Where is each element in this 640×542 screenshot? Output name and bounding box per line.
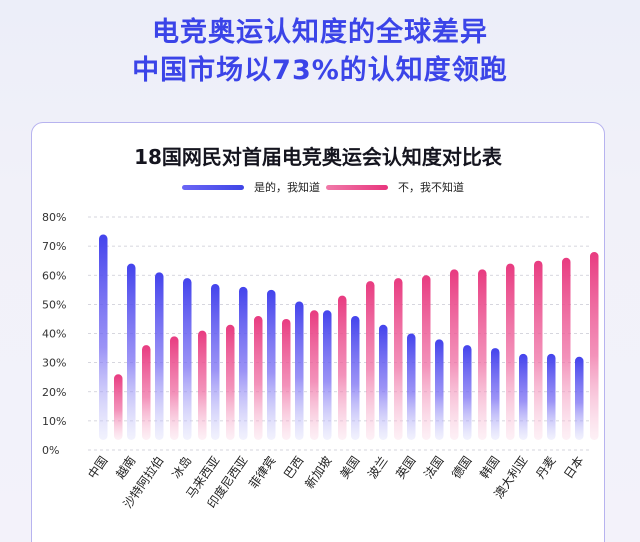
y-tick-label: 10% — [42, 415, 66, 428]
bar-yes — [211, 283, 220, 440]
bar-yes — [491, 348, 500, 440]
x-tick-label: 德国 — [448, 453, 474, 481]
bar-no — [394, 278, 403, 440]
x-tick-label: 中国 — [84, 453, 110, 481]
bar-yes — [99, 234, 108, 440]
headline-line-1: 电竞奥运认知度的全球差异 — [152, 17, 488, 48]
x-tick-label: 冰岛 — [168, 453, 194, 481]
bar-no — [450, 269, 459, 440]
bar-yes — [295, 301, 304, 440]
x-tick-label: 巴西 — [281, 454, 306, 482]
y-tick-label: 50% — [42, 298, 66, 311]
bar-no — [422, 275, 431, 440]
x-tick-label: 菲律宾 — [246, 453, 279, 491]
legend-label-no: 不，我不知道 — [398, 181, 464, 194]
bar-no — [310, 310, 319, 440]
legend-swatch-yes — [182, 184, 244, 190]
legend-item-no: 不，我不知道 — [326, 179, 464, 195]
bar-yes — [463, 345, 472, 440]
x-tick-label: 波兰 — [365, 454, 390, 482]
bar-no — [282, 318, 291, 440]
bar-yes — [127, 263, 136, 440]
y-tick-label: 40% — [42, 328, 66, 341]
bar-yes — [379, 324, 388, 440]
bar-yes — [323, 310, 332, 440]
x-tick-label: 美国 — [337, 454, 362, 482]
bar-no — [478, 269, 487, 440]
bar-no — [338, 295, 347, 440]
bar-no — [366, 281, 375, 440]
bar-no — [226, 324, 235, 440]
headline-line-2: 中国市场以73%的认知度领跑 — [132, 55, 508, 86]
bar-yes — [239, 286, 248, 440]
x-tick-label: 丹麦 — [533, 454, 558, 482]
bar-no — [170, 336, 179, 440]
x-tick-label: 越南 — [112, 453, 138, 481]
bar-yes — [407, 333, 416, 440]
bar-yes — [435, 339, 444, 440]
bar-yes — [351, 316, 360, 440]
bar-no — [142, 345, 151, 440]
bar-no — [254, 316, 263, 440]
legend-swatch-no — [326, 184, 388, 190]
headline: 电竞奥运认知度的全球差异 中国市场以73%的认知度领跑 — [0, 14, 640, 90]
y-tick-label: 0% — [42, 444, 59, 457]
bar-no — [534, 260, 543, 440]
bar-yes — [155, 272, 164, 440]
chart-title: 18国网民对首届电竞奥运会认知度对比表 — [134, 145, 502, 169]
bar-no — [114, 374, 123, 440]
bar-no — [590, 251, 599, 440]
legend-label-yes: 是的，我知道 — [254, 181, 320, 194]
bar-yes — [547, 353, 556, 440]
bar-no — [506, 263, 515, 440]
chart-card: 18国网民对首届电竞奥运会认知度对比表 是的，我知道 不，我不知道 0% 10% — [31, 122, 605, 542]
bar-yes — [575, 356, 584, 440]
x-tick-label: 日本 — [561, 454, 586, 482]
x-tick-label: 韩国 — [476, 453, 502, 481]
y-tick-label: 80% — [42, 211, 66, 224]
y-tick-label: 30% — [42, 357, 66, 370]
x-tick-label: 法国 — [421, 454, 446, 482]
y-tick-label: 70% — [42, 240, 66, 253]
bar-yes — [519, 353, 528, 440]
chart-legend: 是的，我知道 不，我不知道 — [32, 179, 604, 199]
bar-yes — [183, 278, 192, 440]
legend-item-yes: 是的，我知道 — [182, 179, 320, 195]
y-tick-label: 20% — [42, 386, 66, 399]
bar-no — [562, 257, 571, 440]
y-tick-label: 60% — [42, 269, 66, 282]
bar-no — [198, 330, 207, 440]
x-tick-label: 新加坡 — [302, 453, 335, 491]
x-tick-label: 英国 — [393, 454, 418, 482]
bar-yes — [267, 289, 276, 440]
